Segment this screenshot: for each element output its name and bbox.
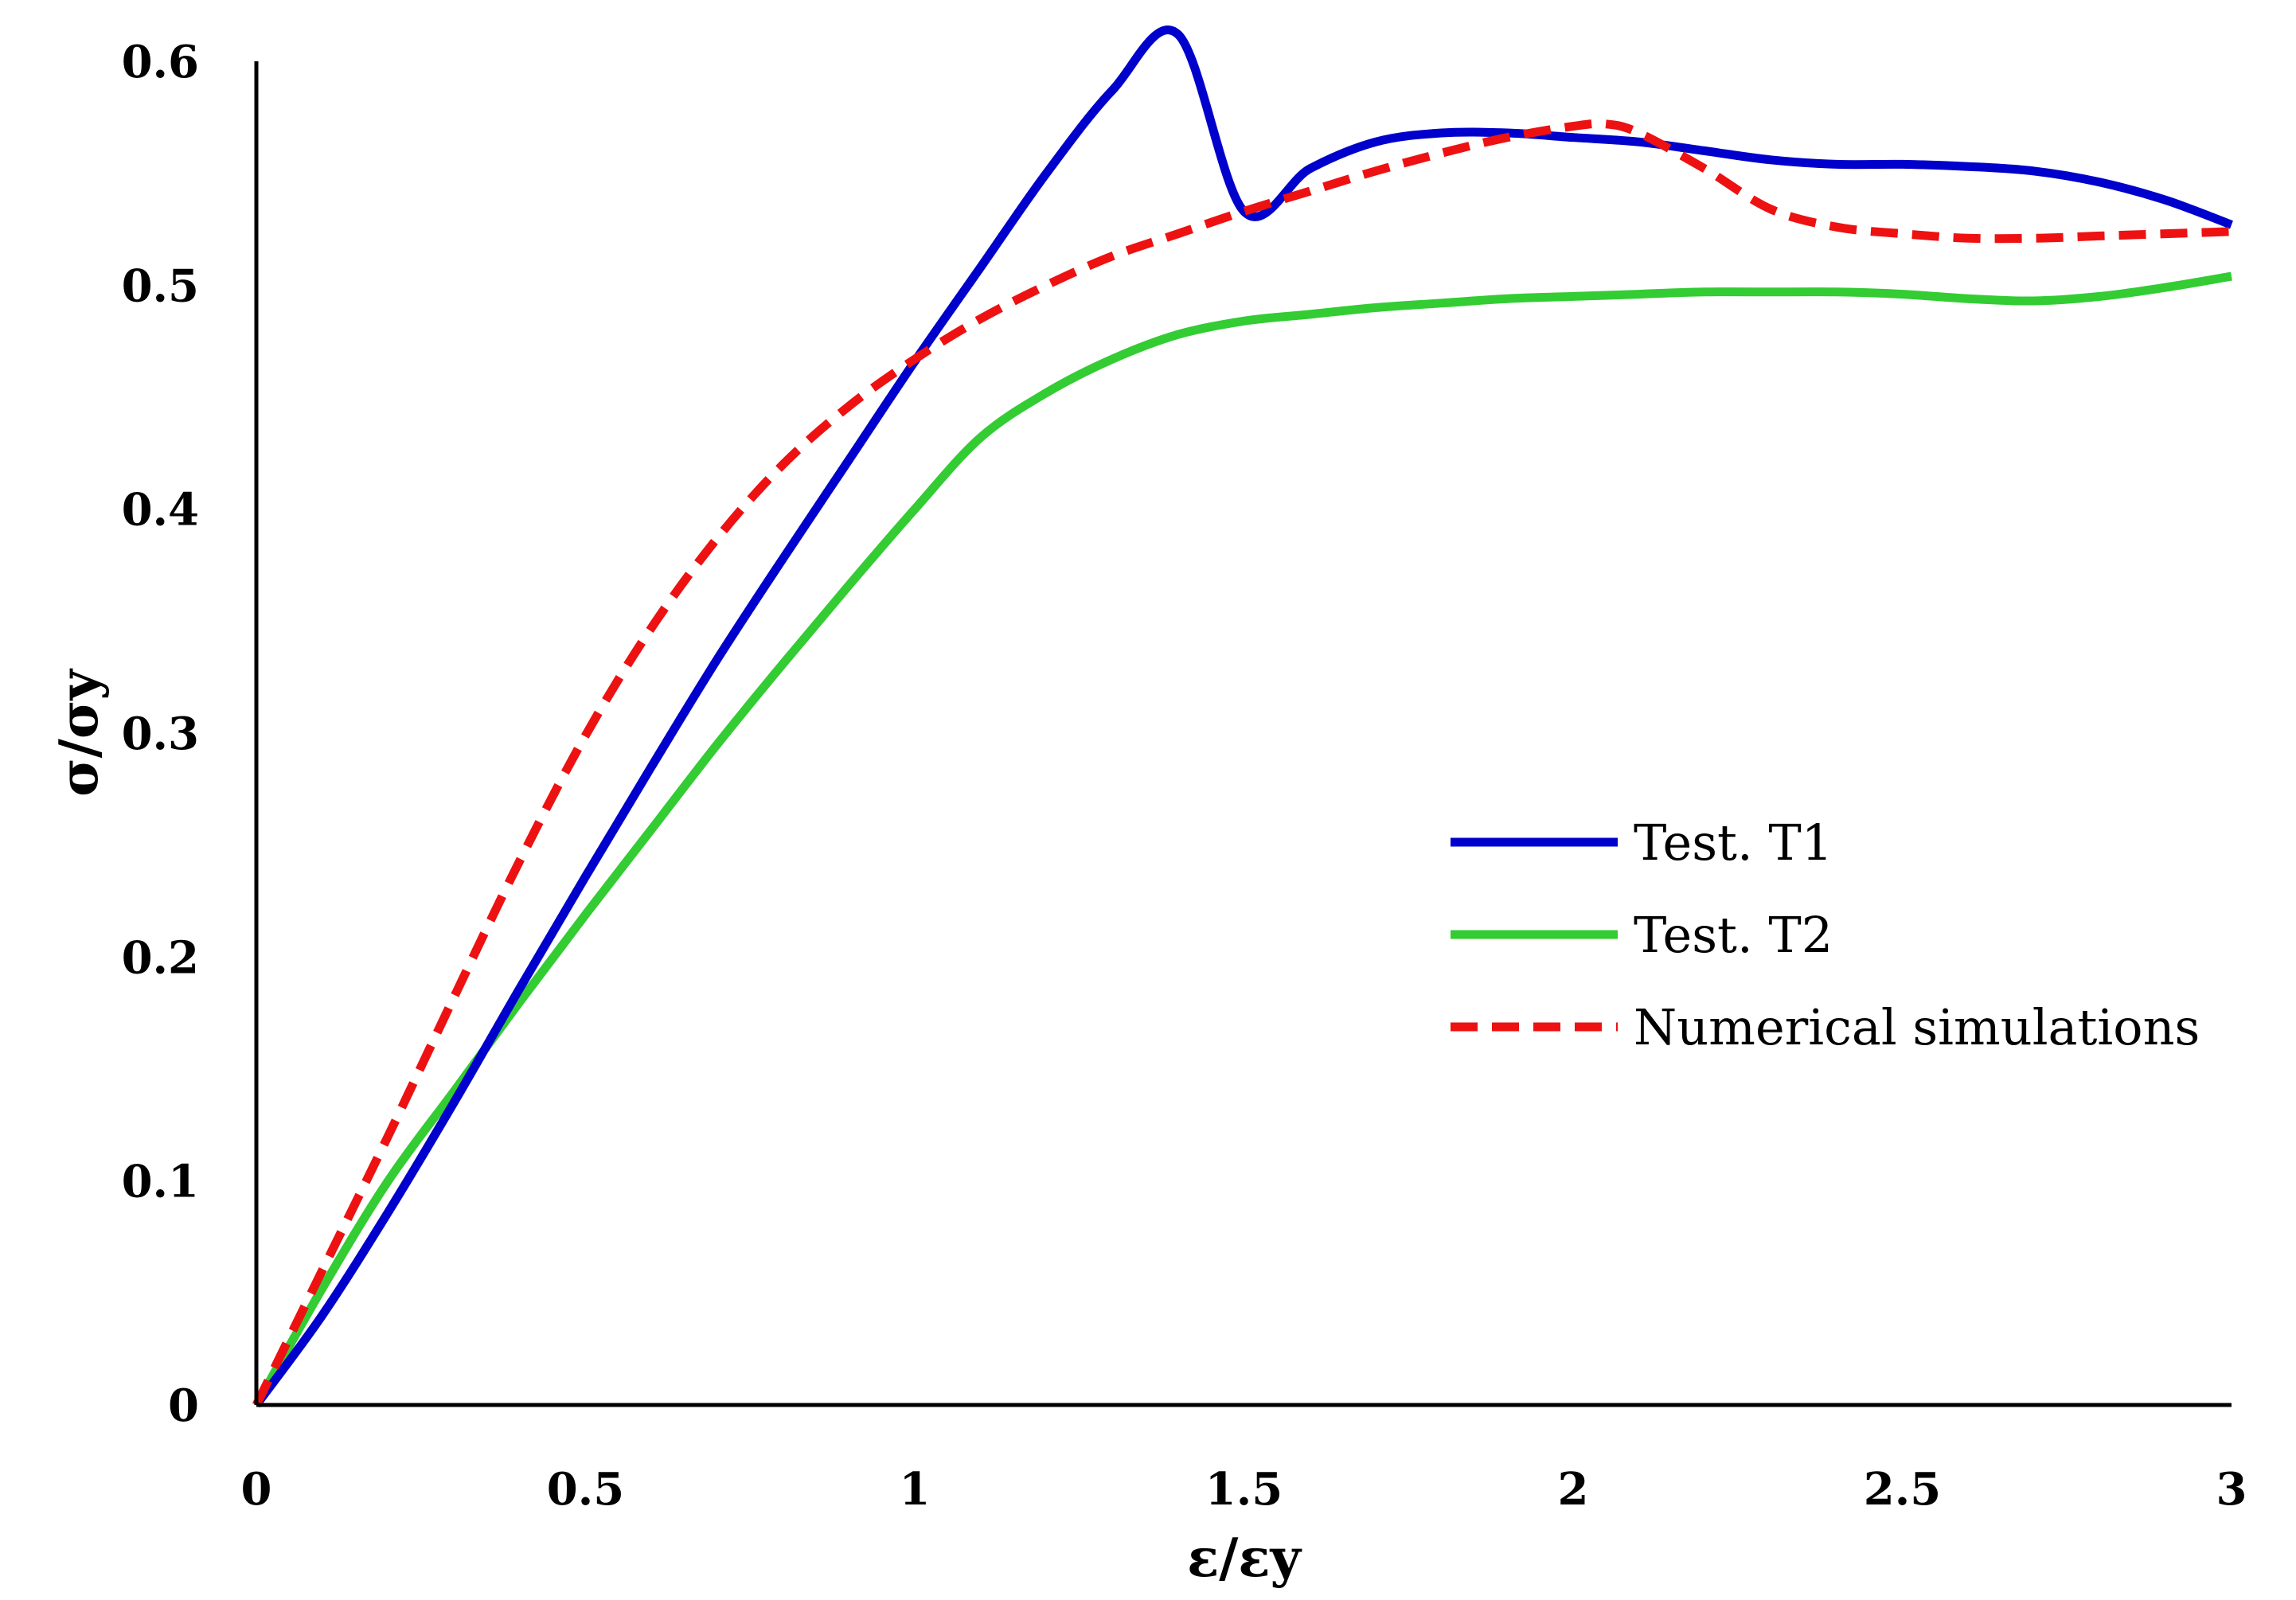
x-tick-label: 2 bbox=[1558, 1463, 1589, 1516]
x-tick-label: 3 bbox=[2216, 1463, 2247, 1516]
series-line-numerical-simulations bbox=[252, 119, 2232, 1407]
x-tick-label: 0 bbox=[241, 1463, 272, 1516]
y-tick-label: 0 bbox=[168, 1380, 199, 1432]
x-tick-label: 1 bbox=[900, 1463, 931, 1516]
y-axis-title: σ/σy bbox=[48, 668, 110, 796]
legend-label-numerical-simulations: Numerical simulations bbox=[1634, 998, 2200, 1056]
x-tick-label: 1.5 bbox=[1205, 1463, 1283, 1516]
y-tick-label: 0.4 bbox=[122, 484, 199, 537]
y-tick-label: 0.2 bbox=[122, 931, 199, 984]
y-tick-label: 0.6 bbox=[122, 36, 199, 88]
x-axis-title: ε/εy bbox=[1187, 1527, 1302, 1589]
legend: Test. T1 Test. T2 Numerical simulations bbox=[1451, 814, 2200, 1056]
x-tick-labels: 0 0.5 1 1.5 2 2.5 3 bbox=[241, 1463, 2247, 1516]
x-tick-label: 0.5 bbox=[547, 1463, 624, 1516]
y-tick-label: 0.3 bbox=[122, 708, 199, 760]
axes-layer bbox=[254, 61, 2232, 1407]
series-line-test-t2 bbox=[252, 271, 2232, 1407]
y-tick-label: 0.1 bbox=[122, 1156, 199, 1208]
series-line-test-t1 bbox=[252, 25, 2233, 1408]
y-tick-label: 0.5 bbox=[122, 260, 199, 312]
legend-label-test-t2: Test. T2 bbox=[1634, 906, 1833, 964]
x-tick-label: 2.5 bbox=[1864, 1463, 1941, 1516]
legend-label-test-t1: Test. T1 bbox=[1634, 814, 1833, 872]
y-tick-labels: 0 0.1 0.2 0.3 0.4 0.5 0.6 bbox=[122, 36, 199, 1432]
series-layer bbox=[252, 25, 2233, 1408]
